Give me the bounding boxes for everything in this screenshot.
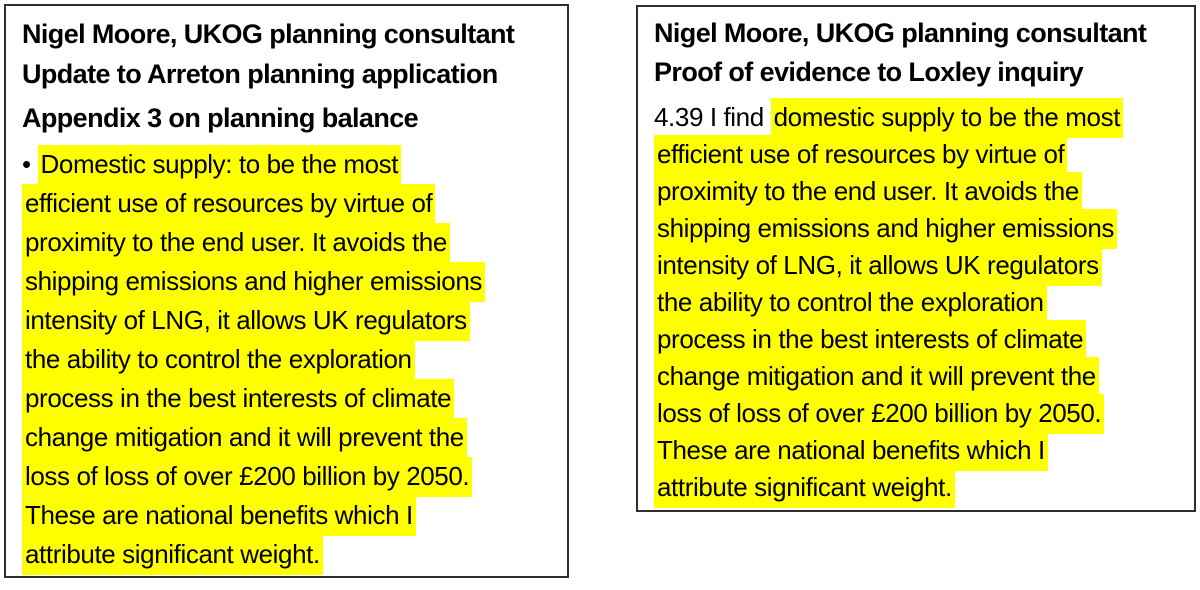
body-line: shipping emissions and higher emissions <box>22 262 551 302</box>
highlighted-text: proximity to the end user. It avoids the <box>22 223 450 263</box>
highlighted-text: attribute significant weight. <box>654 468 955 508</box>
body-line: change mitigation and it will prevent th… <box>22 418 551 458</box>
highlighted-text: change mitigation and it will prevent th… <box>22 418 467 458</box>
highlighted-text: process in the best interests of climate <box>22 379 455 419</box>
panel-title: Nigel Moore, UKOG planning consultant Pr… <box>654 14 1178 92</box>
body-line: the ability to control the exploration <box>22 340 551 380</box>
highlighted-text: loss of loss of over £200 billion by 205… <box>22 457 473 497</box>
highlighted-text: efficient use of resources by virtue of <box>22 184 436 224</box>
highlighted-text: the ability to control the exploration <box>654 283 1047 323</box>
bullet-marker: • <box>22 149 38 179</box>
body-line: loss of loss of over £200 billion by 205… <box>22 457 551 497</box>
body-line: These are national benefits which I <box>22 496 551 536</box>
highlighted-text: Domestic supply: to be the most <box>37 145 402 185</box>
body-line: attribute significant weight. <box>22 535 551 575</box>
body-line: shipping emissions and higher emissions <box>654 209 1178 249</box>
arreton-application-textbox: Nigel Moore, UKOG planning consultant Up… <box>4 4 569 578</box>
highlighted-text: These are national benefits which I <box>22 496 416 536</box>
highlighted-text: shipping emissions and higher emissions <box>654 209 1117 249</box>
body-line: change mitigation and it will prevent th… <box>654 357 1178 397</box>
panel-body: 4.39 I find domestic supply to be the mo… <box>654 98 1178 508</box>
highlighted-text: change mitigation and it will prevent th… <box>654 357 1099 397</box>
body-line: intensity of LNG, it allows UK regulator… <box>654 246 1178 286</box>
panel-body: • Domestic supply: to be the most effici… <box>22 145 551 575</box>
panel-title: Nigel Moore, UKOG planning consultant Up… <box>22 14 551 94</box>
body-line: efficient use of resources by virtue of <box>22 184 551 224</box>
highlighted-text: loss of loss of over £200 billion by 205… <box>654 394 1105 434</box>
body-line: efficient use of resources by virtue of <box>654 135 1178 175</box>
body-line: proximity to the end user. It avoids the <box>22 223 551 263</box>
body-line: proximity to the end user. It avoids the <box>654 172 1178 212</box>
body-line: the ability to control the exploration <box>654 283 1178 323</box>
highlighted-text: efficient use of resources by virtue of <box>654 135 1068 175</box>
highlighted-text: proximity to the end user. It avoids the <box>654 172 1082 212</box>
body-line: process in the best interests of climate <box>654 320 1178 360</box>
highlighted-text: intensity of LNG, it allows UK regulator… <box>22 301 470 341</box>
highlighted-text: the ability to control the exploration <box>22 340 415 380</box>
body-line: intensity of LNG, it allows UK regulator… <box>22 301 551 341</box>
body-line: process in the best interests of climate <box>22 379 551 419</box>
loxley-inquiry-textbox: Nigel Moore, UKOG planning consultant Pr… <box>636 5 1196 512</box>
highlighted-text: intensity of LNG, it allows UK regulator… <box>654 246 1102 286</box>
panel-title-line2: Proof of evidence to Loxley inquiry <box>654 57 1084 87</box>
body-line: These are national benefits which I <box>654 431 1178 471</box>
body-line: loss of loss of over £200 billion by 205… <box>654 394 1178 434</box>
highlighted-text: attribute significant weight. <box>22 535 323 575</box>
highlighted-text: domestic supply to be the most <box>770 98 1124 138</box>
body-line: attribute significant weight. <box>654 468 1178 508</box>
panel-subtitle: Appendix 3 on planning balance <box>22 103 419 133</box>
panel-title-line2: Update to Arreton planning application <box>22 59 498 89</box>
body-line: 4.39 I find domestic supply to be the mo… <box>654 98 1178 138</box>
highlighted-text: process in the best interests of climate <box>654 320 1087 360</box>
body-line: • Domestic supply: to be the most <box>22 145 551 185</box>
highlighted-text: shipping emissions and higher emissions <box>22 262 485 302</box>
highlighted-text: These are national benefits which I <box>654 431 1048 471</box>
panel-title-line1: Nigel Moore, UKOG planning consultant <box>22 19 515 49</box>
paragraph-number: 4.39 I find <box>654 102 771 132</box>
panel-title-line1: Nigel Moore, UKOG planning consultant <box>654 18 1147 48</box>
